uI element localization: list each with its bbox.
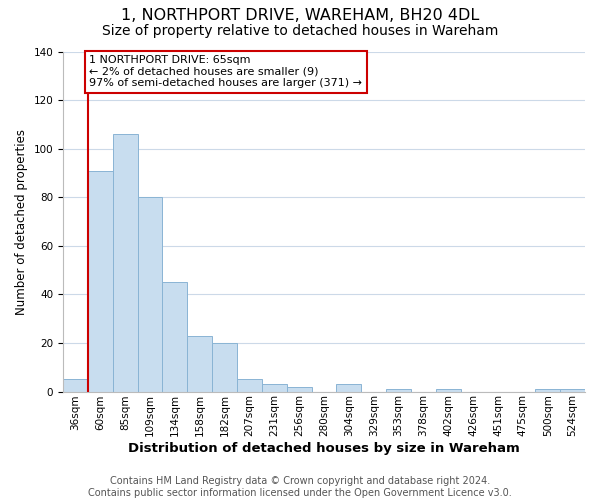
Text: Size of property relative to detached houses in Wareham: Size of property relative to detached ho… [102,24,498,38]
Bar [560,389,585,392]
Bar [63,380,88,392]
Bar [113,134,137,392]
Bar [237,380,262,392]
Bar [535,389,560,392]
Text: 1 NORTHPORT DRIVE: 65sqm
← 2% of detached houses are smaller (9)
97% of semi-det: 1 NORTHPORT DRIVE: 65sqm ← 2% of detache… [89,55,362,88]
Bar [386,389,411,392]
Bar [212,343,237,392]
Bar [287,386,311,392]
Text: Contains HM Land Registry data © Crown copyright and database right 2024.
Contai: Contains HM Land Registry data © Crown c… [88,476,512,498]
Bar [187,336,212,392]
Bar [262,384,287,392]
X-axis label: Distribution of detached houses by size in Wareham: Distribution of detached houses by size … [128,442,520,455]
Bar [337,384,361,392]
Y-axis label: Number of detached properties: Number of detached properties [15,128,28,314]
Bar [137,197,163,392]
Bar [163,282,187,392]
Bar [436,389,461,392]
Text: 1, NORTHPORT DRIVE, WAREHAM, BH20 4DL: 1, NORTHPORT DRIVE, WAREHAM, BH20 4DL [121,8,479,22]
Bar [88,170,113,392]
